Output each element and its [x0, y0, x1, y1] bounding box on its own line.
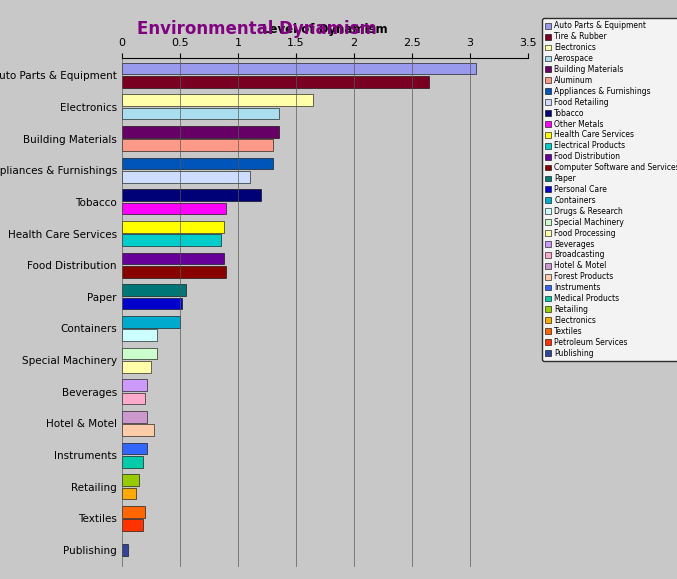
Bar: [122, 519, 143, 531]
Bar: [122, 203, 226, 214]
Bar: [122, 474, 139, 486]
Bar: [122, 140, 273, 151]
Bar: [122, 456, 143, 468]
Bar: [122, 298, 182, 309]
Bar: [122, 544, 128, 556]
Bar: [122, 347, 156, 360]
Legend: Auto Parts & Equipment, Tire & Rubber, Electronics, Aerospace, Building Material: Auto Parts & Equipment, Tire & Rubber, E…: [542, 19, 677, 361]
Bar: [122, 108, 278, 119]
Bar: [122, 284, 185, 296]
Bar: [122, 266, 226, 278]
Bar: [122, 76, 429, 88]
Bar: [122, 488, 136, 499]
Bar: [122, 189, 261, 201]
Bar: [122, 63, 476, 75]
X-axis label: Level of Dynamism: Level of Dynamism: [262, 23, 388, 36]
Bar: [122, 234, 221, 246]
Bar: [122, 393, 145, 404]
Bar: [122, 94, 313, 106]
Bar: [122, 221, 224, 233]
Bar: [122, 329, 156, 341]
Bar: [122, 442, 148, 455]
Bar: [122, 424, 154, 436]
Bar: [122, 411, 148, 423]
Bar: [122, 506, 145, 518]
Bar: [122, 126, 278, 138]
Bar: [122, 171, 250, 183]
Bar: [122, 361, 151, 373]
Bar: [122, 379, 148, 391]
Text: Environmental Dynamism: Environmental Dynamism: [137, 20, 377, 38]
Bar: [122, 316, 180, 328]
Bar: [122, 157, 273, 170]
Bar: [122, 252, 224, 265]
